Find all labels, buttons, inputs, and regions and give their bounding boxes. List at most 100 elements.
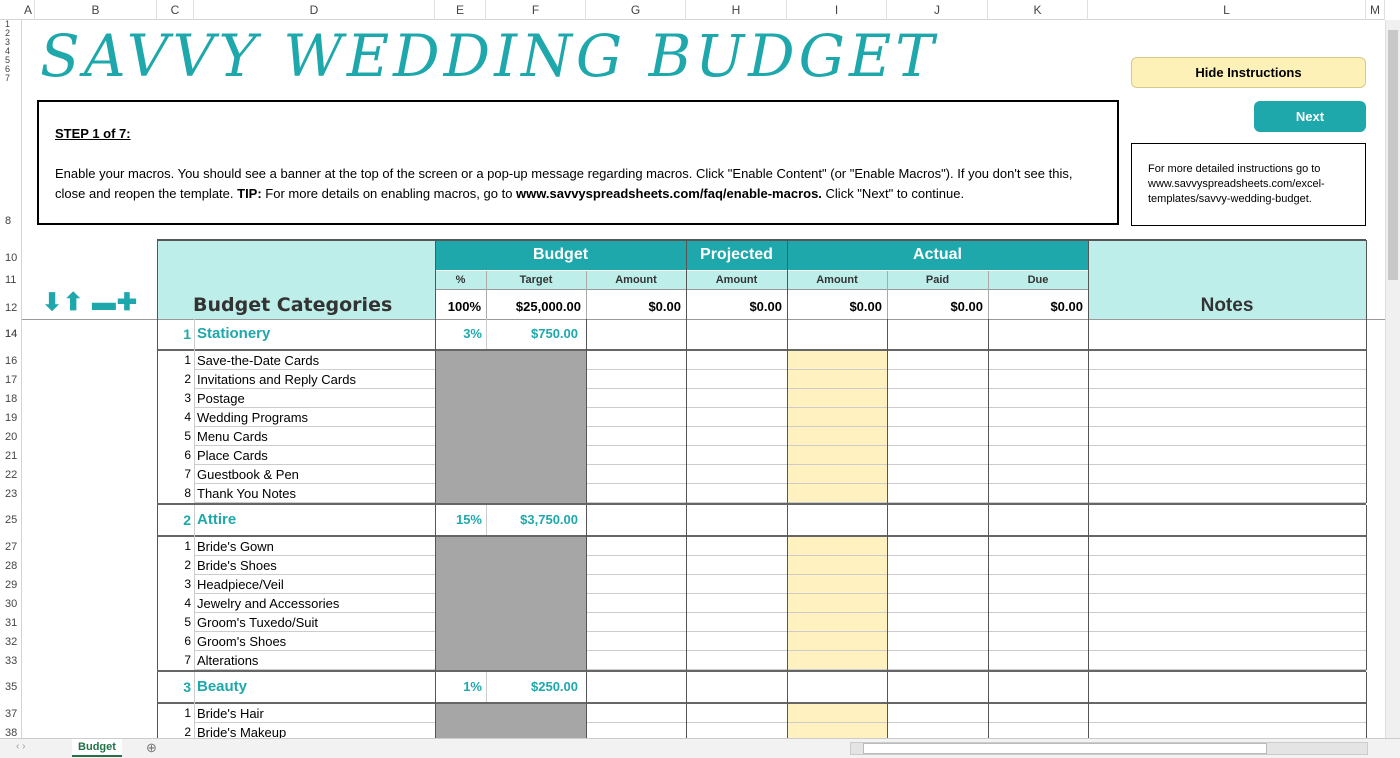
item-name[interactable]: Save-the-Date Cards: [197, 353, 320, 368]
row-header[interactable]: 28: [5, 560, 18, 572]
actual-amount-input[interactable]: [787, 389, 887, 408]
row-header[interactable]: 22: [5, 469, 18, 481]
actual-amount-input[interactable]: [787, 594, 887, 613]
actual-amount-input[interactable]: [787, 704, 887, 723]
row-header[interactable]: 31: [5, 617, 18, 629]
row-header[interactable]: 8: [5, 215, 12, 227]
row-header[interactable]: 38: [5, 727, 18, 738]
item-name[interactable]: Alterations: [197, 653, 259, 668]
row-header[interactable]: 20: [5, 431, 18, 443]
item-name[interactable]: Groom's Shoes: [197, 634, 287, 649]
item-name[interactable]: Headpiece/Veil: [197, 577, 284, 592]
row-header[interactable]: 14: [5, 328, 18, 340]
sheet-tab-budget[interactable]: Budget: [72, 739, 122, 757]
actual-amount-input[interactable]: [787, 427, 887, 446]
row-header[interactable]: 1: [5, 20, 11, 29]
actual-amount-input[interactable]: [787, 465, 887, 484]
column-header-H[interactable]: H: [686, 0, 787, 20]
item-name[interactable]: Bride's Gown: [197, 539, 274, 554]
column-header-L[interactable]: L: [1088, 0, 1366, 20]
item-name[interactable]: Invitations and Reply Cards: [197, 372, 356, 387]
tab-scroll-arrows[interactable]: ‹ ›: [16, 741, 26, 752]
column-header-E[interactable]: E: [435, 0, 486, 20]
category-name[interactable]: Attire: [197, 511, 237, 528]
row-header[interactable]: 29: [5, 579, 18, 591]
row-header[interactable]: 3: [5, 36, 11, 47]
column-header-A[interactable]: A: [22, 0, 35, 20]
row-header[interactable]: 12: [5, 302, 18, 314]
row-header[interactable]: 5: [5, 54, 11, 65]
actual-amount-input[interactable]: [787, 575, 887, 594]
column-header-K[interactable]: K: [988, 0, 1088, 20]
row-header[interactable]: 37: [5, 708, 18, 720]
row-header[interactable]: 21: [5, 450, 18, 462]
item-name[interactable]: Guestbook & Pen: [197, 467, 299, 482]
actual-amount-input[interactable]: [787, 370, 887, 389]
item-name[interactable]: Wedding Programs: [197, 410, 309, 425]
item-name[interactable]: Jewelry and Accessories: [197, 596, 340, 611]
row-header[interactable]: 33: [5, 655, 18, 667]
actual-amount-input[interactable]: [787, 537, 887, 556]
row-header[interactable]: 18: [5, 393, 18, 405]
actual-amount-input[interactable]: [787, 351, 887, 370]
row-header[interactable]: 16: [5, 355, 18, 367]
hide-instructions-button[interactable]: Hide Instructions: [1131, 57, 1366, 88]
row-header[interactable]: 14: [5, 328, 18, 340]
item-name[interactable]: Bride's Shoes: [197, 558, 277, 573]
arrow-up-icon[interactable]: ⬆: [63, 289, 85, 316]
minus-icon[interactable]: ▬: [91, 289, 117, 316]
actual-amount-input[interactable]: [787, 446, 887, 465]
item-name[interactable]: Bride's Hair: [197, 706, 264, 721]
column-header-I[interactable]: I: [787, 0, 887, 20]
category-name[interactable]: Stationery: [197, 325, 271, 342]
add-sheet-icon[interactable]: ⊕: [146, 740, 157, 755]
actual-amount-input[interactable]: [787, 484, 887, 503]
row-header[interactable]: 10: [5, 252, 18, 264]
row-header[interactable]: 11: [5, 274, 17, 286]
item-name[interactable]: Menu Cards: [197, 429, 268, 444]
item-name[interactable]: Groom's Tuxedo/Suit: [197, 615, 318, 630]
item-name[interactable]: Bride's Makeup: [197, 725, 287, 738]
actual-amount-input[interactable]: [787, 632, 887, 651]
row-header[interactable]: 23: [5, 488, 18, 500]
hscroll-thumb[interactable]: [863, 743, 1267, 754]
vertical-scrollbar[interactable]: [1385, 20, 1400, 738]
row-header[interactable]: 2: [5, 27, 11, 38]
row-header[interactable]: 27: [5, 541, 18, 553]
actual-amount-input[interactable]: [787, 651, 887, 670]
row-header[interactable]: 19: [5, 412, 18, 424]
next-button[interactable]: Next: [1254, 101, 1366, 132]
item-name[interactable]: Thank You Notes: [197, 486, 297, 501]
row-header[interactable]: 30: [5, 598, 18, 610]
item-name[interactable]: Postage: [197, 391, 245, 406]
row-header[interactable]: 7: [5, 72, 11, 83]
column-header-B[interactable]: B: [35, 0, 157, 20]
row-header[interactable]: 4: [5, 45, 11, 56]
grid-line: [887, 505, 888, 670]
scroll-thumb[interactable]: [1388, 30, 1398, 280]
category-pct[interactable]: 3%: [463, 326, 482, 341]
column-header-C[interactable]: C: [157, 0, 194, 20]
category-name[interactable]: Beauty: [197, 678, 248, 695]
category-pct[interactable]: 1%: [463, 679, 482, 694]
column-header-J[interactable]: J: [887, 0, 988, 20]
row-header[interactable]: 32: [5, 636, 18, 648]
actual-amount-input[interactable]: [787, 556, 887, 575]
row-header[interactable]: 6: [5, 63, 11, 74]
actual-amount-input[interactable]: [787, 723, 887, 738]
column-header-M[interactable]: M: [1366, 0, 1385, 20]
actual-amount-input[interactable]: [787, 408, 887, 427]
macros-link[interactable]: www.savvyspreadsheets.com/faq/enable-mac…: [516, 186, 822, 201]
category-pct[interactable]: 15%: [455, 512, 482, 527]
column-header-F[interactable]: F: [486, 0, 586, 20]
column-header-G[interactable]: G: [586, 0, 686, 20]
arrow-down-icon[interactable]: ⬇: [42, 289, 64, 316]
row-header[interactable]: 35: [5, 681, 18, 693]
actual-amount-input[interactable]: [787, 613, 887, 632]
horizontal-scrollbar[interactable]: [850, 742, 1368, 755]
column-header-D[interactable]: D: [194, 0, 435, 20]
plus-icon[interactable]: ✚: [116, 289, 138, 316]
row-header[interactable]: 25: [5, 514, 18, 526]
row-header[interactable]: 17: [5, 374, 18, 386]
item-name[interactable]: Place Cards: [197, 448, 268, 463]
